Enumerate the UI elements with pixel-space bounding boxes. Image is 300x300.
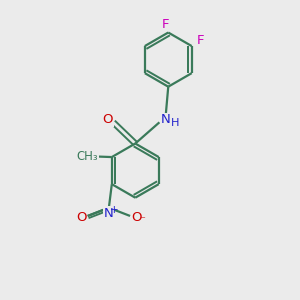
Text: ⁻: ⁻ bbox=[139, 215, 145, 225]
Text: O: O bbox=[131, 211, 142, 224]
Text: H: H bbox=[170, 118, 179, 128]
Text: F: F bbox=[162, 18, 169, 31]
Text: F: F bbox=[197, 34, 204, 47]
Text: CH₃: CH₃ bbox=[77, 150, 98, 163]
Text: N: N bbox=[160, 113, 170, 127]
Text: N: N bbox=[104, 207, 114, 220]
Text: +: + bbox=[110, 205, 118, 215]
Text: O: O bbox=[76, 211, 86, 224]
Text: O: O bbox=[103, 113, 113, 126]
